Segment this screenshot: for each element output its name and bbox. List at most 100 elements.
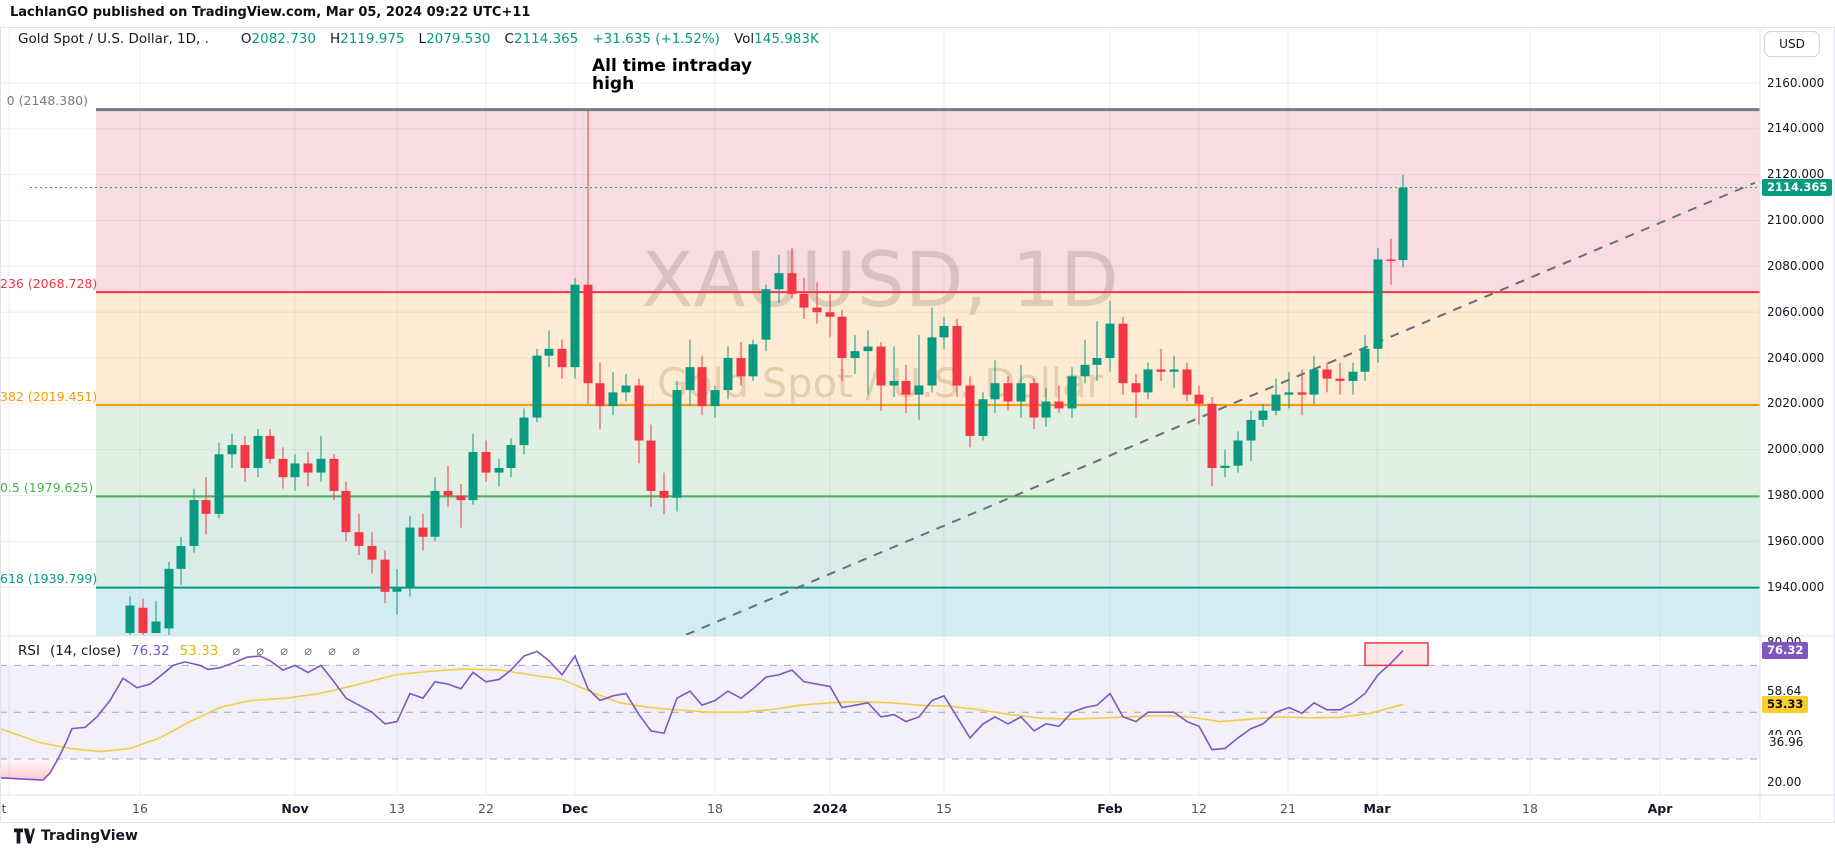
candle	[570, 284, 580, 368]
candle	[468, 451, 478, 501]
candle	[1386, 259, 1396, 261]
candle	[1080, 364, 1090, 377]
candle	[1029, 383, 1039, 418]
candle	[329, 458, 339, 491]
rsi-overbought-box[interactable]	[1364, 642, 1429, 667]
symbol-title[interactable]: Gold Spot / U.S. Dollar, 1D, .	[18, 31, 209, 47]
rsi-title[interactable]: RSI	[18, 643, 40, 659]
candle	[265, 435, 275, 459]
candle	[608, 392, 618, 407]
candle	[787, 273, 797, 294]
candle	[1003, 383, 1013, 402]
candle	[253, 435, 263, 469]
candles	[125, 109, 1408, 635]
candle	[1335, 378, 1345, 381]
candle	[1143, 369, 1153, 393]
time-axis-label: 12	[1191, 801, 1207, 816]
candle	[278, 458, 288, 478]
candle	[978, 399, 988, 436]
ath-annotation-line1: All time intraday	[592, 56, 752, 76]
tradingview-logo-icon	[14, 828, 35, 844]
candle	[1169, 369, 1179, 372]
time-axis-label: 21	[1280, 801, 1296, 816]
rsi-value-badge: 76.32	[1762, 642, 1809, 660]
candle	[125, 605, 135, 634]
candle	[1297, 392, 1307, 395]
fib-zone	[96, 496, 1760, 588]
candle	[863, 346, 873, 352]
candle	[901, 380, 911, 395]
attribution-text: LachlanGO published on TradingView.com, …	[10, 5, 531, 20]
trendline[interactable]	[685, 181, 1756, 635]
fib-zone	[96, 587, 1760, 636]
candle	[1233, 440, 1243, 466]
candle	[1194, 394, 1204, 404]
time-axis-label: t	[1, 801, 7, 816]
price-axis-label: 2020.000	[1767, 396, 1825, 411]
candle	[164, 568, 174, 629]
time-axis-label: Dec	[561, 801, 589, 816]
candle	[1105, 323, 1115, 359]
candle	[723, 358, 733, 391]
candle	[799, 293, 809, 308]
candle	[634, 385, 644, 441]
candle	[1207, 403, 1217, 469]
time-axis-label: 15	[936, 801, 952, 816]
price-axis-label: 2120.000	[1767, 167, 1825, 182]
candle	[1271, 394, 1281, 411]
candle	[418, 527, 428, 537]
fib-label: 236 (2068.728)	[0, 275, 98, 291]
candle	[1041, 401, 1051, 418]
price-axis-label: 1980.000	[1767, 488, 1825, 502]
fib-label: 0 (2148.380)	[6, 93, 88, 109]
fib-zone	[96, 109, 1760, 293]
candle	[876, 346, 886, 386]
fib-zone	[96, 405, 1760, 497]
candle	[685, 367, 695, 391]
candle	[761, 289, 771, 340]
price-axis-label: 2140.000	[1767, 121, 1825, 136]
candle	[710, 390, 720, 407]
symbol-legend: Gold Spot / U.S. Dollar, 1D, . O2082.730…	[18, 31, 819, 47]
candle	[1016, 383, 1026, 402]
tradingview-logo-text: TradingView	[41, 828, 138, 844]
change-value: +31.635 (+1.52%)	[592, 31, 720, 47]
candle	[1131, 383, 1141, 393]
candle	[965, 385, 975, 436]
candle	[990, 383, 1000, 400]
time-axis-label: 16	[132, 801, 148, 816]
candle	[544, 348, 554, 356]
candle	[914, 385, 924, 395]
price-axis-label: 2000.000	[1767, 442, 1825, 457]
candle	[1118, 323, 1128, 384]
indicator-action-icons[interactable]: ⌀ ⌀ ⌀ ⌀ ⌀ ⌀	[232, 643, 366, 659]
currency-toggle-button[interactable]: USD	[1764, 31, 1820, 57]
price-axis-label: 2160.000	[1767, 75, 1825, 90]
rsi-axis-label: 58.64	[1767, 684, 1802, 699]
price-axis-label: 2040.000	[1767, 350, 1825, 365]
tradingview-logo[interactable]: TradingView	[14, 828, 138, 844]
ohlc-low: L2079.530	[418, 31, 491, 47]
candle	[736, 358, 746, 377]
price-axis-label: 2080.000	[1767, 258, 1825, 273]
time-axis-label: Mar	[1363, 801, 1391, 816]
candle	[494, 468, 504, 473]
volume-value: Vol145.983K	[733, 31, 819, 47]
time-axis-label: 2024	[812, 801, 848, 816]
candle	[138, 607, 148, 634]
time-axis-label: Feb	[1097, 801, 1123, 816]
candle	[1398, 187, 1408, 261]
price-axis-label: 2060.000	[1767, 304, 1825, 319]
candle	[621, 385, 631, 393]
candle	[952, 325, 962, 386]
candle	[927, 337, 937, 386]
price-axis-label: 1940.000	[1767, 579, 1825, 594]
candle	[850, 351, 860, 359]
time-axis-label: 13	[389, 801, 405, 816]
current-price-badge: 2114.365	[1762, 179, 1833, 197]
candle	[889, 380, 899, 386]
ohlc-close: C2114.365	[504, 31, 579, 47]
ath-annotation: All time intraday high	[592, 57, 752, 93]
